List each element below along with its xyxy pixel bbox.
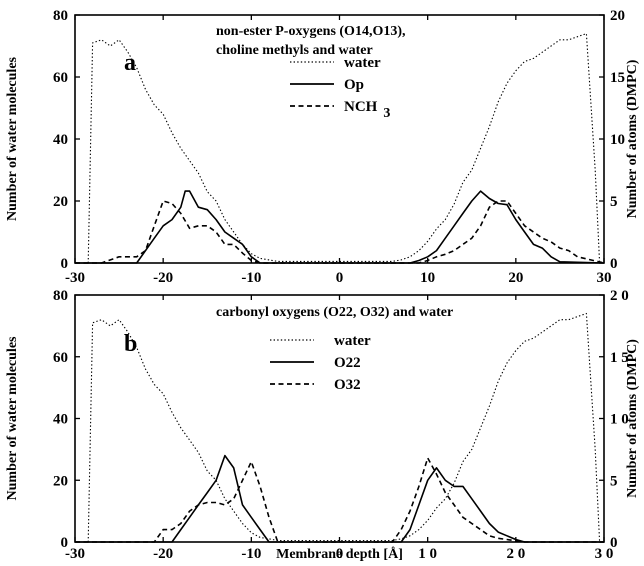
legend-label-subscript: 3 (383, 106, 390, 121)
x-tick-label: 1 0 (418, 546, 437, 561)
legend-label: O32 (334, 377, 361, 393)
x-tick-label: 2 0 (506, 546, 525, 561)
x-tick-label: -20 (153, 546, 173, 561)
series-line-op (75, 190, 605, 264)
x-tick-label: 0 (336, 546, 344, 561)
x-tick-label: 3 0 (595, 546, 614, 561)
y-right-axis-label: Number of atoms (DMPC) (625, 59, 640, 218)
x-tick-label: 20 (508, 270, 523, 286)
y-right-tick-label: 2 0 (610, 288, 629, 304)
series-line-water (87, 33, 601, 264)
panel-annotation: non-ester P-oxygens (O14,O13), (216, 24, 406, 39)
y-left-tick-label: 40 (53, 412, 68, 428)
panel-a: -30 -20 -10 0 10 20 3002040608005101520Number … (5, 8, 640, 286)
panel-annotation: carbonyl oxygens (O22, O32) and water (216, 305, 453, 320)
x-axis-label: Membrane depth [Å] (276, 546, 403, 561)
y-right-tick-label: 0 (610, 256, 618, 272)
y-right-tick-label: 10 (610, 132, 625, 148)
y-left-tick-label: 0 (61, 256, 69, 272)
legend-label: water (344, 55, 381, 71)
y-right-tick-label: 1 5 (610, 350, 629, 366)
y-right-tick-label: 20 (610, 8, 625, 24)
legend-label: NCH 3 (344, 99, 390, 121)
legend-label: O22 (334, 355, 361, 371)
x-tick-label: 0 (336, 270, 344, 286)
panel-letter: b (124, 331, 137, 357)
series-line-o22 (75, 454, 604, 543)
x-tick-label: 10 (420, 270, 435, 286)
x-tick-label: -30 (65, 546, 85, 561)
series-line-water (87, 312, 601, 543)
y-left-tick-label: 40 (53, 132, 68, 148)
x-tick-label: 30 (597, 270, 612, 286)
y-left-tick-label: 60 (53, 350, 68, 366)
series-line-nch3 (75, 200, 605, 264)
legend-label: Op (344, 77, 364, 93)
y-left-axis-label: Number of water molecules (5, 56, 20, 220)
y-right-tick-label: 5 (610, 194, 618, 210)
y-left-tick-label: 80 (53, 8, 68, 24)
y-right-axis-label: Number of atoms (DMPC) (625, 339, 640, 498)
y-left-tick-label: 0 (61, 535, 69, 551)
panel-annotation: choline methyls and water (216, 43, 373, 58)
x-tick-label: -20 (153, 270, 173, 286)
y-left-tick-label: 80 (53, 288, 68, 304)
y-right-tick-label: 0 (610, 535, 618, 551)
series-line-o32 (75, 457, 604, 543)
legend-label: water (334, 333, 371, 349)
x-tick-label: -30 (65, 270, 85, 286)
y-right-tick-label: 15 (610, 70, 625, 86)
panel-letter: a (124, 50, 136, 76)
y-right-tick-label: 1 0 (610, 412, 629, 428)
y-left-tick-label: 20 (53, 473, 68, 489)
y-left-tick-label: 20 (53, 194, 68, 210)
x-tick-label: -10 (241, 546, 261, 561)
x-tick-label: -10 (241, 270, 261, 286)
y-right-tick-label: 5 (610, 473, 618, 489)
y-left-axis-label: Number of water molecules (5, 336, 20, 500)
y-left-tick-label: 60 (53, 70, 68, 86)
